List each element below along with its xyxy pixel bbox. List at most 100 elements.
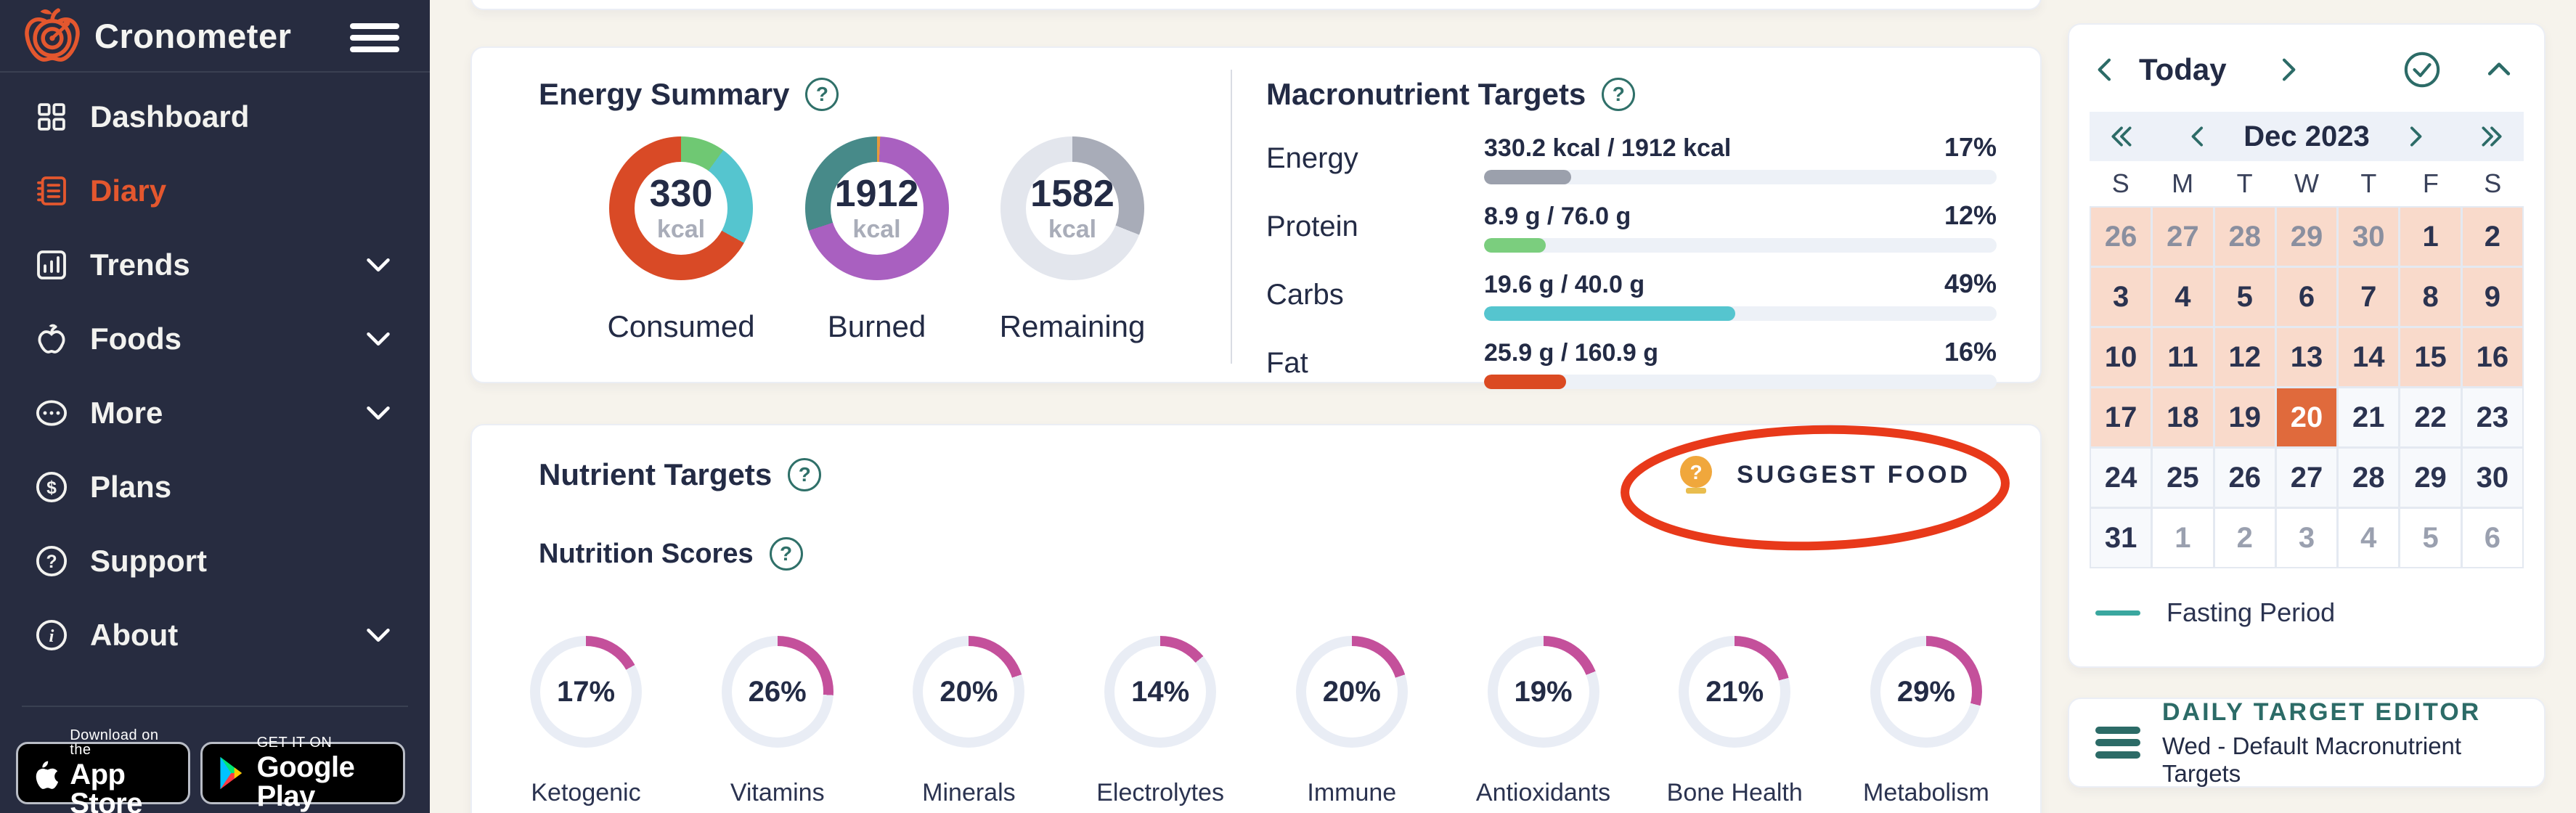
calendar-day[interactable]: 28 [2339, 449, 2399, 507]
calendar-day[interactable]: 22 [2400, 388, 2461, 446]
gauge-label: Electrolytes [1096, 779, 1224, 806]
suggest-food-button[interactable]: ? SUGGEST FOOD [1621, 425, 2010, 551]
calendar-day[interactable]: 29 [2400, 449, 2461, 507]
menu-hamburger-icon[interactable] [350, 23, 399, 52]
macro-percent: 16% [1944, 337, 1997, 367]
macro-label: Carbs [1266, 278, 1344, 311]
calendar-day[interactable]: 9 [2462, 268, 2522, 326]
macro-rows: Energy 330.2 kcal / 1912 kcal 17% [1266, 132, 1997, 389]
calendar-day[interactable]: 15 [2400, 328, 2461, 386]
sidebar-item[interactable]: Dashboard [0, 97, 430, 136]
sidebar-item[interactable]: ? Support [0, 542, 430, 581]
prev-month-icon[interactable] [2184, 122, 2213, 151]
sidebar-item-icon [32, 393, 71, 433]
calendar-day[interactable]: 10 [2091, 328, 2151, 386]
calendar-day[interactable]: 6 [2276, 268, 2337, 326]
macro-percent: 49% [1944, 269, 1997, 298]
calendar-day[interactable]: 17 [2091, 388, 2151, 446]
calendar-day[interactable]: 1 [2153, 509, 2213, 567]
macro-label: Fat [1266, 346, 1308, 379]
chevron-down-icon[interactable] [359, 616, 398, 655]
calendar-day[interactable]: 6 [2462, 509, 2522, 567]
gauge-percent: 19% [1514, 675, 1573, 708]
app-store-badge[interactable]: Download on the App Store [16, 728, 190, 813]
calendar-day[interactable]: 25 [2153, 449, 2213, 507]
calendar-day[interactable]: 2 [2214, 509, 2275, 567]
next-year-icon[interactable] [2477, 122, 2506, 151]
calendar-day[interactable]: 3 [2091, 268, 2151, 326]
sidebar-item-label: Dashboard [90, 99, 250, 134]
gauge-percent: 14% [1131, 675, 1190, 708]
energy-donut: 330 kcal Consumed [587, 136, 775, 344]
calendar-day[interactable]: 3 [2276, 509, 2337, 567]
calendar-day[interactable]: 5 [2400, 509, 2461, 567]
calendar-day[interactable]: 4 [2153, 268, 2213, 326]
gauge-label: Metabolism Support [1863, 779, 1989, 806]
macro-row: Fat 25.9 g / 160.9 g 16% [1266, 337, 1997, 389]
sidebar-item[interactable]: Diary [0, 171, 430, 211]
calendar-day[interactable]: 27 [2276, 449, 2337, 507]
calendar-day[interactable]: 21 [2339, 388, 2399, 446]
google-play-badge[interactable]: GET IT ON Google Play [200, 735, 405, 811]
chevron-down-icon[interactable] [359, 319, 398, 359]
complete-day-icon[interactable] [2402, 49, 2442, 90]
calendar-day[interactable]: 23 [2462, 388, 2522, 446]
calendar-day[interactable]: 1 [2400, 208, 2461, 266]
calendar-day[interactable]: 13 [2276, 328, 2337, 386]
prev-year-icon[interactable] [2107, 122, 2136, 151]
calendar-day[interactable]: 24 [2091, 449, 2151, 507]
today-button[interactable]: Today [2139, 52, 2227, 86]
progress-fill [1484, 170, 1572, 184]
sidebar-item[interactable]: i About [0, 616, 430, 655]
google-play-logo-icon [220, 756, 242, 790]
chevron-down-icon[interactable] [359, 245, 398, 285]
sidebar-item[interactable]: Foods [0, 319, 430, 359]
sidebar-item[interactable]: More [0, 393, 430, 433]
calendar-day[interactable]: 28 [2214, 208, 2275, 266]
nutrition-score-gauges: 17% Ketogenic Score 26% Vitamins [472, 636, 2040, 813]
progress-fill [1484, 375, 1566, 389]
sidebar-item[interactable]: Trends [0, 245, 430, 285]
sidebar-item[interactable]: $ Plans [0, 467, 430, 507]
calendar-day[interactable]: 16 [2462, 328, 2522, 386]
collapse-calendar-icon[interactable] [2483, 54, 2515, 86]
calendar-day[interactable]: 26 [2091, 208, 2151, 266]
calendar-day[interactable]: 30 [2462, 449, 2522, 507]
daily-target-editor-card[interactable]: DAILY TARGET EDITOR Wed - Default Macron… [2068, 698, 2546, 788]
energy-summary-card: Energy Summary ? 330 kcal Consumed [470, 46, 2042, 389]
sidebar-item-icon [32, 171, 71, 211]
calendar-day[interactable]: 29 [2276, 208, 2337, 266]
help-icon[interactable]: ? [1602, 78, 1636, 111]
calendar-day[interactable]: 31 [2091, 509, 2151, 567]
macro-percent: 12% [1944, 200, 1997, 230]
gauge-percent: 21% [1705, 675, 1764, 708]
calendar-day[interactable]: 12 [2214, 328, 2275, 386]
calendar-day[interactable]: 14 [2339, 328, 2399, 386]
calendar-day[interactable]: 30 [2339, 208, 2399, 266]
calendar-day[interactable]: 20 [2276, 388, 2337, 446]
calendar-day[interactable]: 4 [2339, 509, 2399, 567]
calendar-topbar: Today [2069, 25, 2544, 109]
prev-day-icon[interactable] [2091, 55, 2120, 84]
donut-label: Burned [827, 309, 926, 343]
calendar-day[interactable]: 8 [2400, 268, 2461, 326]
help-icon[interactable]: ? [769, 537, 803, 571]
sidebar-item-icon: i [32, 616, 71, 655]
donut-chart: 1912 kcal [804, 136, 949, 280]
calendar-day[interactable]: 26 [2214, 449, 2275, 507]
next-day-icon[interactable] [2273, 55, 2302, 84]
calendar-day[interactable]: 19 [2214, 388, 2275, 446]
main-content: Energy Summary ? 330 kcal Consumed [430, 0, 2576, 813]
chevron-down-icon[interactable] [359, 393, 398, 433]
calendar-day[interactable]: 5 [2214, 268, 2275, 326]
gauge-label: Immune Support [1307, 779, 1397, 806]
help-icon[interactable]: ? [805, 78, 839, 111]
calendar-day[interactable]: 27 [2153, 208, 2213, 266]
calendar-day[interactable]: 2 [2462, 208, 2522, 266]
calendar-day[interactable]: 11 [2153, 328, 2213, 386]
calendar-day[interactable]: 18 [2153, 388, 2213, 446]
help-icon[interactable]: ? [788, 458, 822, 491]
next-month-icon[interactable] [2400, 122, 2429, 151]
calendar-day[interactable]: 7 [2339, 268, 2399, 326]
